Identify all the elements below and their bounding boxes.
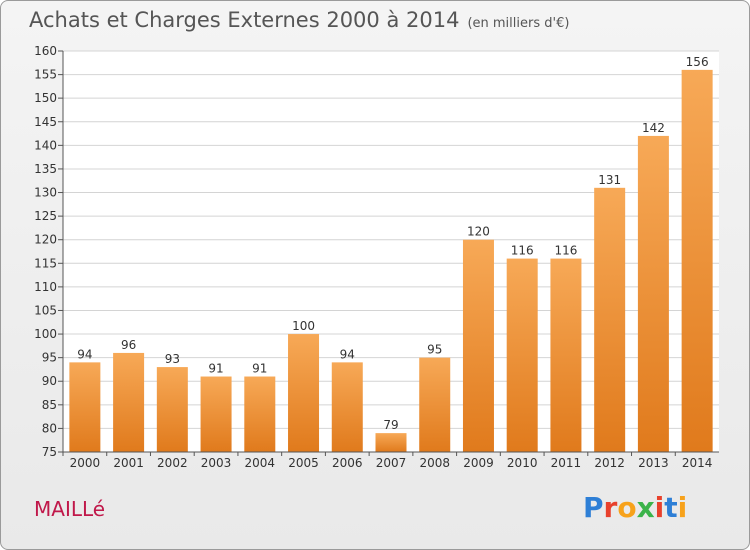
bar-2005 [288, 334, 320, 452]
bar-2009 [462, 239, 494, 452]
y-tick-label: 120 [34, 233, 57, 247]
y-tick-label: 145 [34, 115, 57, 129]
bar-2014 [681, 69, 713, 452]
logo-letter: t [664, 491, 678, 524]
bar-2003 [200, 376, 232, 452]
data-label-2010: 116 [511, 244, 534, 258]
data-label-2014: 156 [686, 55, 709, 69]
x-tick-label: 2001 [113, 456, 144, 470]
bar-2007 [375, 433, 407, 452]
logo-letter: o [617, 491, 637, 524]
x-tick-label: 2009 [463, 456, 494, 470]
y-tick-label: 110 [34, 280, 57, 294]
x-tick-label: 2008 [419, 456, 450, 470]
data-label-2006: 94 [340, 347, 355, 361]
x-tick-label: 2013 [638, 456, 669, 470]
x-tick-label: 2006 [332, 456, 363, 470]
bar-2008 [419, 357, 451, 452]
y-tick-label: 100 [34, 327, 57, 341]
logo-letter: x [636, 491, 655, 524]
x-tick-label: 2000 [70, 456, 101, 470]
bar-2000 [69, 362, 101, 452]
y-tick-label: 115 [34, 256, 57, 270]
bar-2001 [113, 352, 145, 452]
data-label-2001: 96 [121, 338, 136, 352]
y-tick-label: 85 [42, 398, 57, 412]
data-label-2000: 94 [77, 347, 92, 361]
data-label-2008: 95 [427, 343, 442, 357]
bar-2011 [550, 258, 582, 452]
x-tick-label: 2002 [157, 456, 188, 470]
logo-letter: i [677, 491, 688, 524]
y-tick-label: 160 [34, 44, 57, 58]
data-label-2011: 116 [554, 244, 577, 258]
data-label-2013: 142 [642, 121, 665, 135]
y-tick-label: 95 [42, 351, 57, 365]
bar-2013 [637, 135, 669, 452]
y-tick-label: 125 [34, 209, 57, 223]
place-name: MAILLé [34, 497, 106, 521]
y-tick-label: 130 [34, 186, 57, 200]
y-tick-label: 155 [34, 68, 57, 82]
chart-title: Achats et Charges Externes 2000 à 2014 (e… [29, 8, 569, 32]
logo-letter: P [583, 491, 604, 524]
logo-letter: r [603, 491, 618, 524]
bar-2006 [331, 362, 363, 452]
data-label-2005: 100 [292, 319, 315, 333]
proxiti-logo: Proxiti [583, 491, 687, 524]
data-label-2012: 131 [598, 173, 621, 187]
y-tick-label: 105 [34, 303, 57, 317]
x-tick-label: 2005 [288, 456, 319, 470]
x-tick-label: 2011 [551, 456, 582, 470]
bar-2010 [506, 258, 538, 452]
x-tick-label: 2014 [682, 456, 713, 470]
x-tick-label: 2007 [376, 456, 407, 470]
x-tick-label: 2010 [507, 456, 538, 470]
y-tick-label: 140 [34, 138, 57, 152]
y-tick-label: 135 [34, 162, 57, 176]
x-tick-label: 2004 [245, 456, 276, 470]
y-tick-label: 90 [42, 374, 57, 388]
y-tick-label: 150 [34, 91, 57, 105]
data-label-2004: 91 [252, 362, 267, 376]
y-tick-label: 75 [42, 445, 57, 459]
bar-2004 [244, 376, 276, 452]
data-label-2007: 79 [383, 418, 398, 432]
chart-unit: (en milliers d'€) [467, 16, 570, 31]
bar-2002 [156, 367, 188, 452]
data-label-2002: 93 [165, 352, 180, 366]
data-label-2009: 120 [467, 225, 490, 239]
logo-letter: i [654, 491, 665, 524]
data-label-2003: 91 [208, 362, 223, 376]
x-tick-label: 2012 [594, 456, 625, 470]
x-tick-label: 2003 [201, 456, 232, 470]
chart-title-text: Achats et Charges Externes 2000 à 2014 [29, 8, 460, 32]
y-tick-label: 80 [42, 421, 57, 435]
bar-2012 [594, 187, 626, 452]
